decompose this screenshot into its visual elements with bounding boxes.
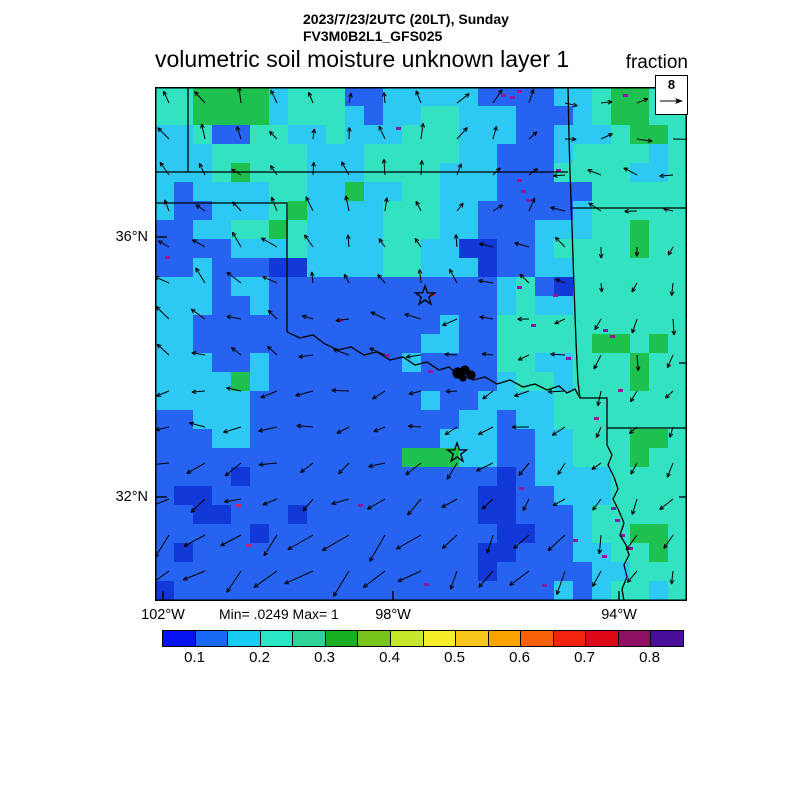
colorbar-segment-10: [487, 631, 521, 646]
colorbar-segment-5: [324, 631, 358, 646]
reference-arrow-icon: [660, 98, 683, 104]
anomaly-specks: [165, 90, 633, 587]
colorbar-segment-13: [585, 631, 618, 646]
colorbar-segment-4: [292, 631, 325, 646]
map-frame-border: [155, 87, 687, 601]
colorbar-tick-0.6: 0.6: [509, 649, 530, 666]
reference-vector-box: 8: [655, 75, 688, 115]
lat-label-36°N: 36°N: [115, 229, 148, 245]
colorbar-segment-0: [163, 631, 195, 646]
colorbar-segment-8: [422, 631, 456, 646]
lon-label-102°W: 102°W: [141, 607, 185, 623]
colorbar-tick-0.2: 0.2: [249, 649, 270, 666]
station-star-markers: [413, 283, 469, 463]
units-label: fraction: [625, 52, 688, 73]
lat-label-32°N: 32°N: [115, 489, 148, 505]
header-model-id: FV3M0B2L1_GFS025: [303, 28, 443, 44]
lon-label-98°W: 98°W: [375, 607, 411, 623]
colorbar-segment-14: [617, 631, 651, 646]
state-borders: [155, 87, 687, 601]
reference-vector-value: 8: [667, 77, 676, 92]
axis-ticks: [155, 236, 620, 601]
minmax-annotation: Min= .0249 Max= 1: [219, 606, 339, 622]
header-datetime: 2023/7/23/2UTC (20LT), Sunday: [303, 11, 509, 27]
colorbar-tick-0.1: 0.1: [184, 649, 205, 666]
colorbar-segment-6: [357, 631, 390, 646]
map-canvas: [155, 87, 687, 601]
colorbar-tick-0.8: 0.8: [639, 649, 660, 666]
colorbar: [162, 630, 684, 647]
colorbar-segment-7: [389, 631, 423, 646]
colorbar-tick-0.4: 0.4: [379, 649, 400, 666]
soil-moisture-map: [155, 87, 687, 601]
colorbar-segment-1: [194, 631, 228, 646]
colorbar-segment-11: [520, 631, 553, 646]
colorbar-tick-0.3: 0.3: [314, 649, 335, 666]
wind-vectors: [155, 87, 687, 597]
colorbar-segment-15: [650, 631, 683, 646]
colorbar-segment-3: [259, 631, 293, 646]
colorbar-segment-12: [552, 631, 586, 646]
plot-title: volumetric soil moisture unknown layer 1: [155, 46, 570, 72]
colorbar-tick-0.7: 0.7: [574, 649, 595, 666]
colorbar-segment-2: [227, 631, 260, 646]
colorbar-segment-9: [455, 631, 488, 646]
moisture-grid-cells: [155, 87, 687, 601]
colorbar-tick-0.5: 0.5: [444, 649, 465, 666]
lon-label-94°W: 94°W: [601, 607, 637, 623]
